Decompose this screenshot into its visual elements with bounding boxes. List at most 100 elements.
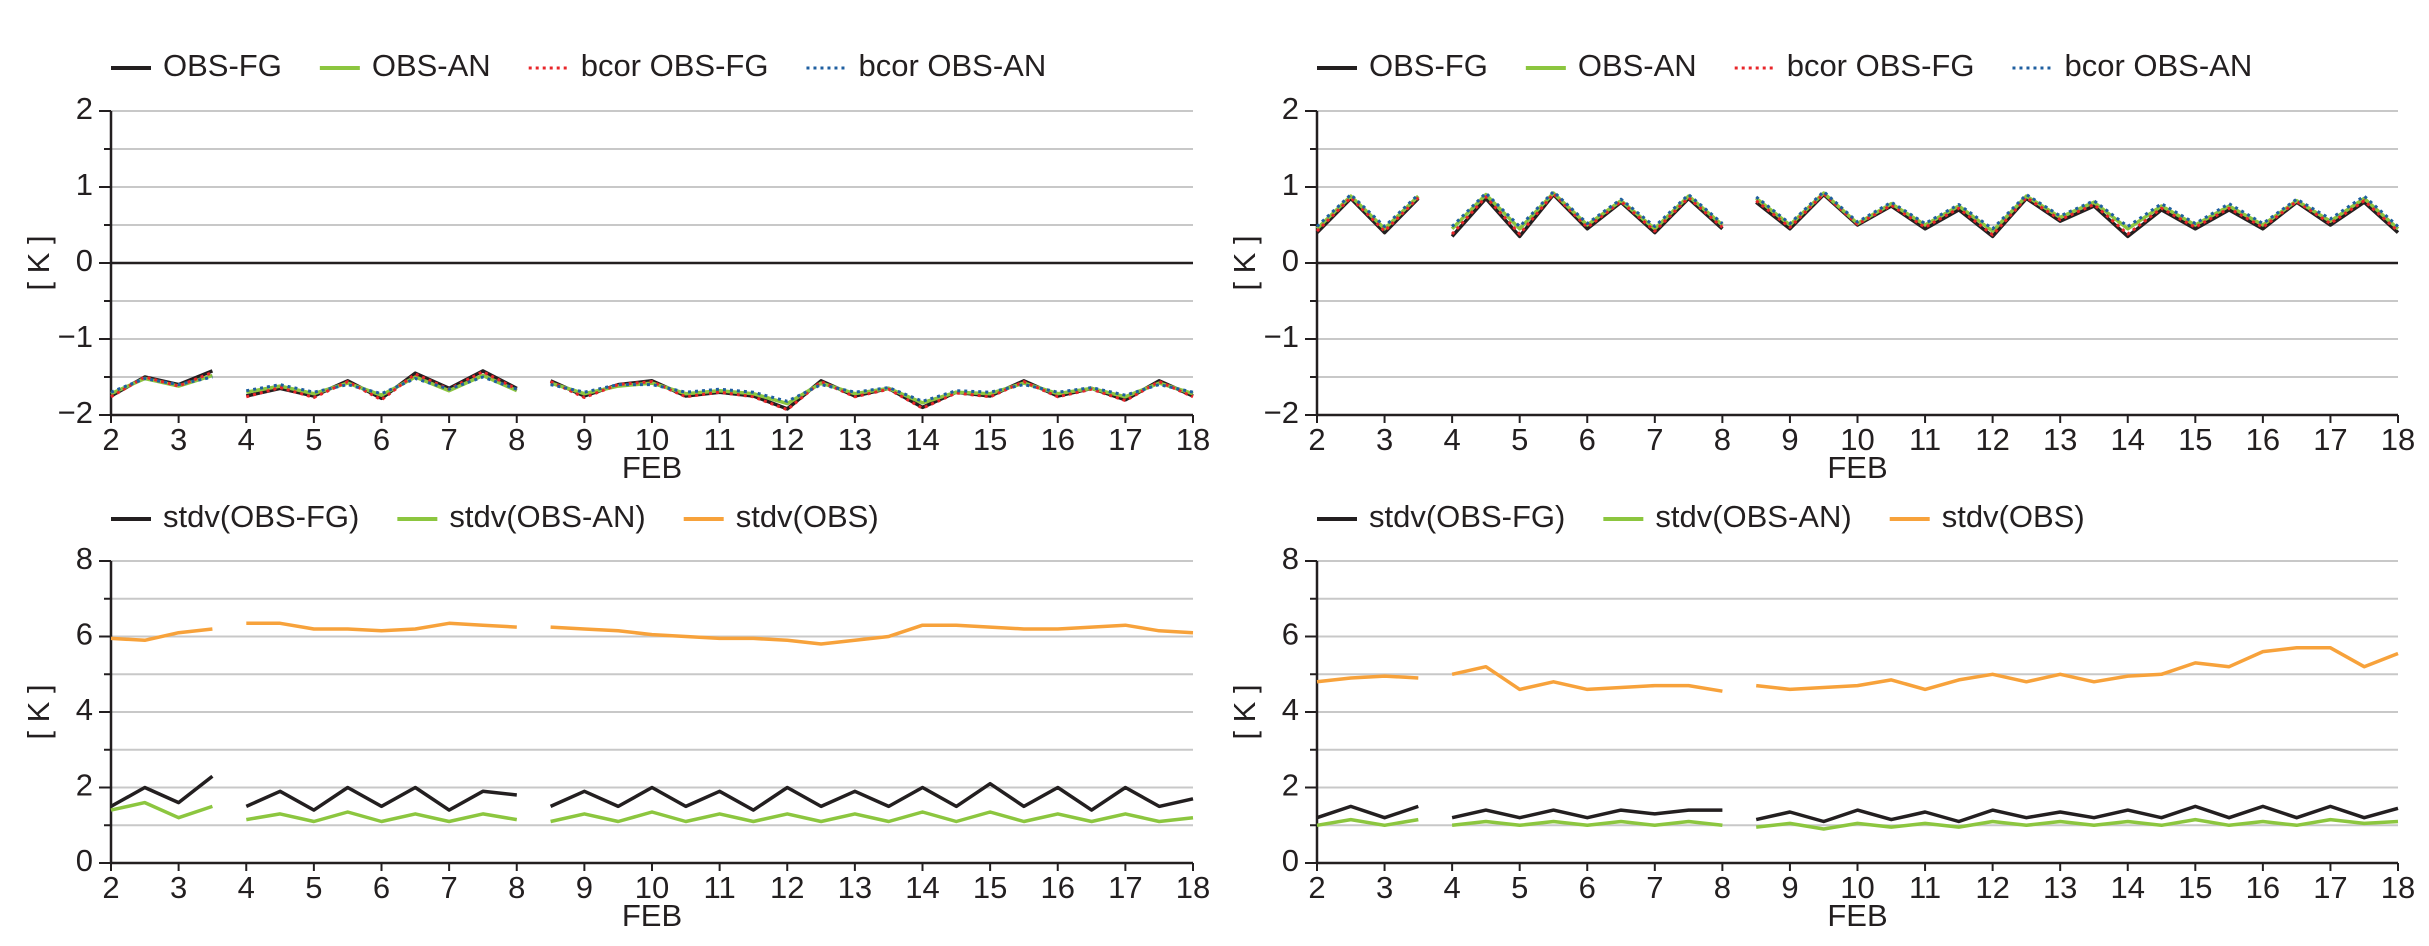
legend-label: OBS-AN (372, 48, 491, 83)
x-tick-label: 4 (1444, 422, 1461, 457)
x-tick-label: 16 (1041, 870, 1075, 905)
x-tick-label: 18 (2381, 870, 2415, 905)
y-tick-label: 2 (76, 768, 93, 803)
x-tick-label: 13 (2043, 422, 2077, 457)
x-tick-label: 11 (704, 422, 736, 457)
x-tick-label: 18 (2381, 422, 2415, 457)
legend-label: OBS-FG (1369, 48, 1488, 83)
x-tick-label: 5 (1511, 422, 1528, 457)
y-tick-label: 2 (76, 91, 93, 126)
x-tick-label: 17 (2313, 870, 2347, 905)
x-tick-label: 9 (1781, 422, 1798, 457)
series-line (1316, 817, 2399, 831)
x-tick-label: 7 (1646, 870, 1663, 905)
x-tick-label: 12 (1975, 870, 2009, 905)
x-tick-label: 3 (1376, 422, 1393, 457)
series-line (1315, 190, 2400, 231)
legend-label: stdv(OBS-AN) (449, 499, 645, 534)
y-tick-label: −2 (1264, 395, 1299, 430)
x-tick-label: 17 (2313, 422, 2347, 457)
y-tick-label: 0 (1282, 843, 1299, 878)
x-tick-label: 13 (838, 422, 872, 457)
x-tick-label: 13 (2043, 870, 2077, 905)
y-axis-label: [ K ] (21, 235, 56, 290)
y-tick-label: 2 (1282, 91, 1299, 126)
x-tick-label: 8 (508, 870, 525, 905)
x-tick-label: 9 (576, 422, 593, 457)
x-axis-label: FEB (1827, 450, 1887, 485)
y-tick-label: 0 (76, 843, 93, 878)
x-tick-label: 9 (576, 870, 593, 905)
x-tick-label: 4 (238, 422, 255, 457)
series-line (110, 621, 1194, 646)
legend-label: bcor OBS-AN (858, 48, 1046, 83)
legend-label: stdv(OBS-FG) (163, 499, 359, 534)
x-tick-label: 11 (704, 870, 736, 905)
x-tick-label: 3 (170, 870, 187, 905)
x-tick-label: 15 (973, 422, 1007, 457)
y-tick-label: 1 (1282, 167, 1299, 202)
x-tick-label: 2 (102, 422, 119, 457)
legend-label: stdv(OBS) (1942, 499, 2085, 534)
y-tick-label: −2 (58, 395, 93, 430)
x-tick-label: 8 (1714, 870, 1731, 905)
legend-label: OBS-FG (163, 48, 282, 83)
y-tick-label: 6 (1282, 617, 1299, 652)
x-tick-label: 6 (373, 870, 390, 905)
y-tick-label: 6 (76, 617, 93, 652)
series-line (1315, 192, 2400, 237)
x-tick-label: 7 (441, 422, 458, 457)
y-axis-label: [ K ] (1227, 235, 1262, 290)
x-tick-label: 6 (373, 422, 390, 457)
x-tick-label: 15 (2178, 870, 2212, 905)
y-tick-label: 8 (1282, 541, 1299, 576)
y-tick-label: 1 (76, 167, 93, 202)
series-line (110, 375, 1194, 403)
legend-label: OBS-AN (1578, 48, 1697, 83)
y-tick-label: 4 (1282, 692, 1299, 727)
y-tick-label: 2 (1282, 768, 1299, 803)
y-tick-label: 0 (1282, 243, 1299, 278)
legend-label: stdv(OBS) (736, 499, 879, 534)
y-axis-label: [ K ] (1227, 684, 1262, 739)
x-tick-label: 2 (1308, 870, 1325, 905)
x-tick-label: 10 (1840, 870, 1874, 905)
x-tick-label: 15 (973, 870, 1007, 905)
x-tick-label: 6 (1579, 870, 1596, 905)
x-tick-label: 12 (1975, 422, 2009, 457)
y-tick-label: 0 (76, 243, 93, 278)
y-axis-label: [ K ] (21, 684, 56, 739)
legend-label: bcor OBS-FG (1787, 48, 1975, 83)
x-axis-label: FEB (1827, 898, 1887, 933)
x-tick-label: 14 (905, 870, 939, 905)
x-axis-label: FEB (622, 450, 682, 485)
x-tick-label: 10 (1840, 422, 1874, 457)
x-tick-label: 6 (1579, 422, 1596, 457)
x-tick-label: 3 (170, 422, 187, 457)
x-tick-label: 5 (305, 870, 322, 905)
x-tick-label: 9 (1781, 870, 1798, 905)
series-line (110, 370, 1194, 412)
legend-label: stdv(OBS-FG) (1369, 499, 1565, 534)
x-tick-label: 17 (1108, 422, 1142, 457)
x-tick-label: 13 (838, 870, 872, 905)
x-tick-label: 7 (1646, 422, 1663, 457)
x-tick-label: 14 (905, 422, 939, 457)
y-tick-label: 8 (76, 541, 93, 576)
x-tick-label: 10 (635, 870, 669, 905)
x-tick-label: 5 (1511, 870, 1528, 905)
x-tick-label: 14 (2111, 422, 2145, 457)
y-tick-label: −1 (1264, 319, 1299, 354)
y-tick-label: 4 (76, 692, 93, 727)
legend-label: stdv(OBS-AN) (1655, 499, 1851, 534)
series-line (1316, 646, 2399, 693)
y-tick-label: −1 (58, 319, 93, 354)
legend-label: bcor OBS-FG (581, 48, 769, 83)
x-tick-label: 16 (2246, 870, 2280, 905)
x-tick-label: 18 (1176, 422, 1210, 457)
x-tick-label: 14 (2111, 870, 2145, 905)
series-line (110, 800, 1194, 824)
x-tick-label: 4 (238, 870, 255, 905)
x-tick-label: 2 (1308, 422, 1325, 457)
